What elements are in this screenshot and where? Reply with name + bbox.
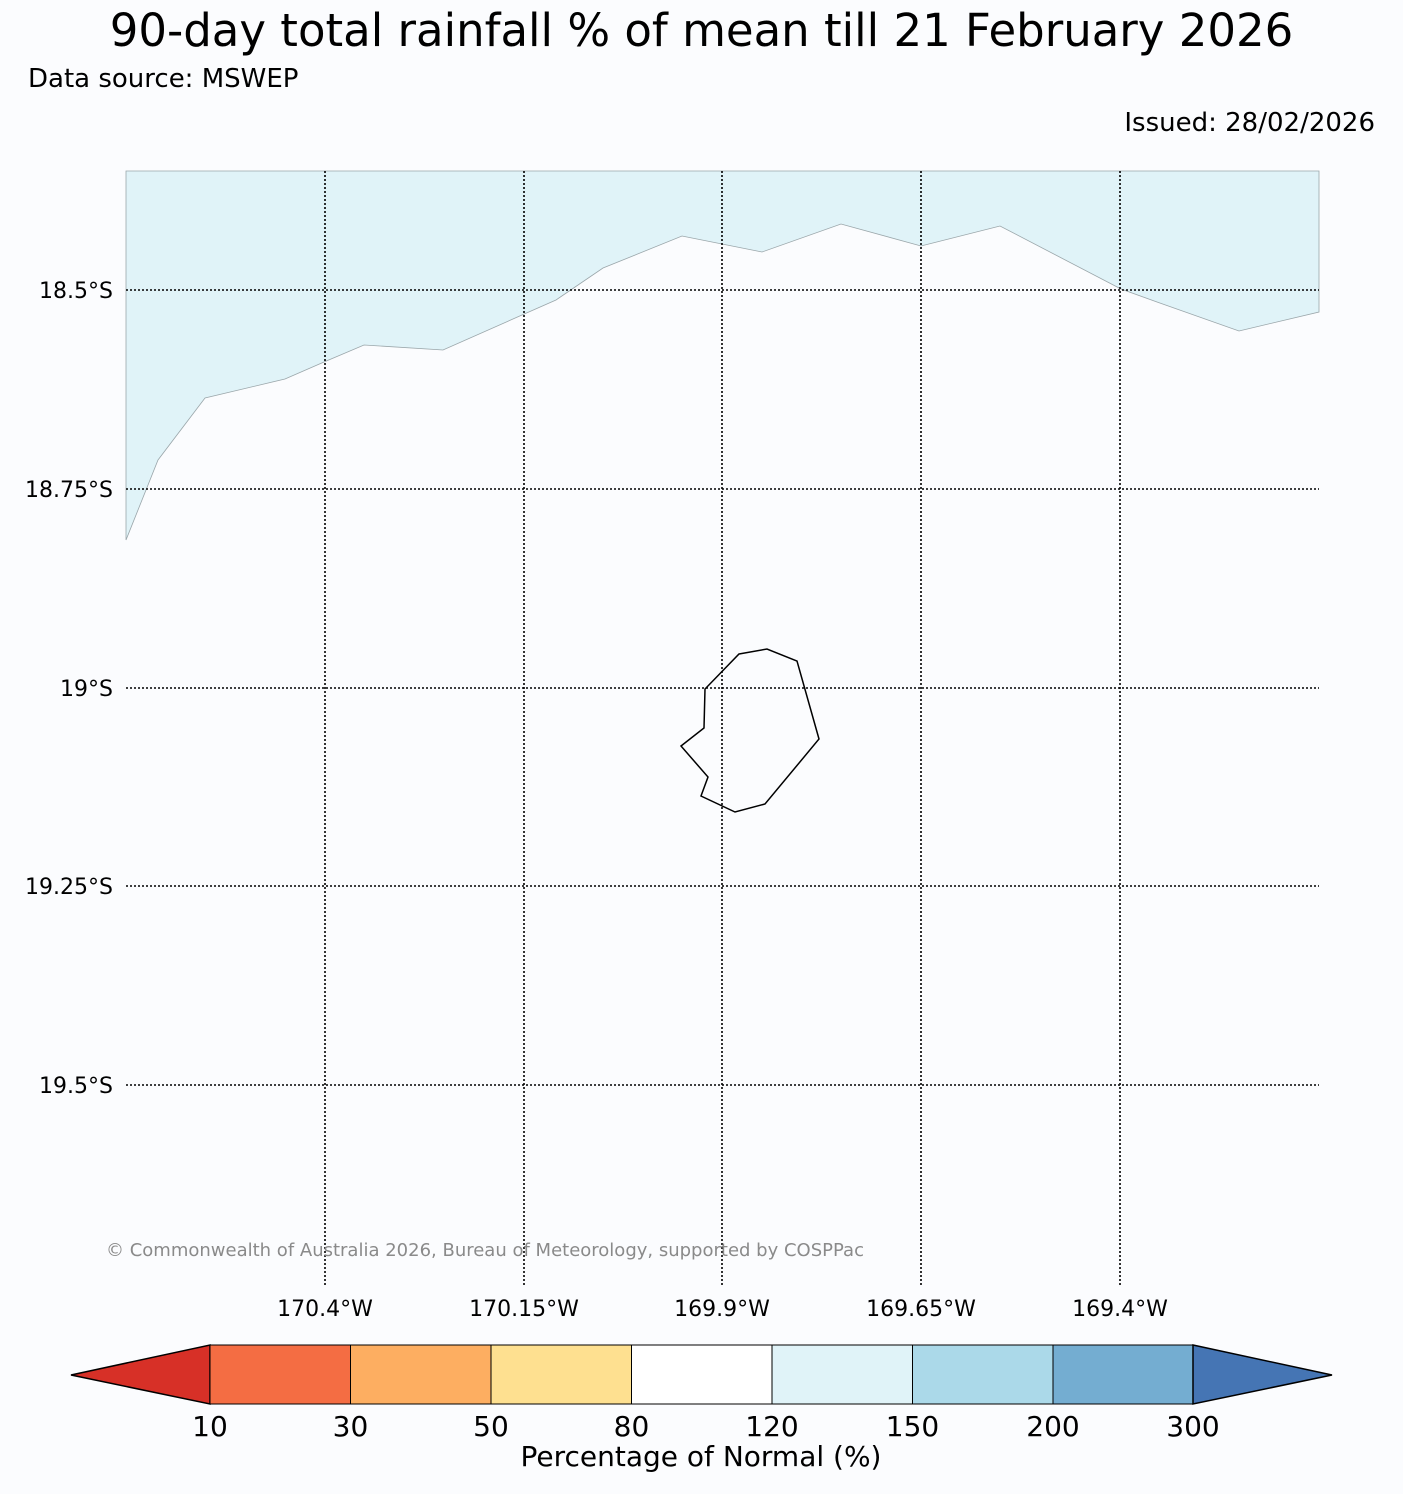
- colorbar-tick-150: 150: [886, 1410, 939, 1443]
- colorbar-tick-120: 120: [745, 1410, 798, 1443]
- colorbar-segment-150-200: [912, 1344, 1054, 1405]
- colorbar-tick-80: 80: [614, 1410, 650, 1443]
- lat-label-19-5: 19.5°S: [39, 1074, 113, 1099]
- colorbar-ticks: 10 30 50 80 120 150 200 300: [192, 1410, 1220, 1443]
- colorbar-tick-10: 10: [192, 1410, 228, 1443]
- lon-label-170-4: 170.4°W: [277, 1297, 373, 1322]
- lat-label-18-5: 18.5°S: [39, 279, 113, 304]
- latitude-labels: 18.5°S 18.75°S 19°S 19.25°S 19.5°S: [25, 279, 113, 1099]
- data-source: Data source: MSWEP: [28, 64, 299, 94]
- issued-date: Issued: 28/02/2026: [1124, 108, 1375, 138]
- colorbar-tick-30: 30: [333, 1410, 369, 1443]
- map-title: 90-day total rainfall % of mean till 21 …: [109, 4, 1294, 57]
- lon-label-169-65: 169.65°W: [866, 1297, 976, 1322]
- colorbar-segment-10-30: [209, 1344, 351, 1405]
- colorbar-max-extension: [1192, 1344, 1333, 1405]
- colorbar-label: Percentage of Normal (%): [521, 1440, 882, 1473]
- colorbar-segment-50-80: [490, 1344, 632, 1405]
- rainfall-shaded-region: [125, 170, 1320, 541]
- colorbar-tick-300: 300: [1166, 1410, 1219, 1443]
- lat-label-19-25: 19.25°S: [25, 875, 113, 900]
- lon-label-169-4: 169.4°W: [1072, 1297, 1168, 1322]
- colorbar-segment-120-150: [771, 1344, 913, 1405]
- colorbar-min-extension: [70, 1344, 211, 1405]
- colorbar-segment-200-300: [1052, 1344, 1194, 1405]
- colorbar: 10 30 50 80 120 150 200 300 Percentage o…: [70, 1344, 1333, 1473]
- longitude-gridlines: [324, 171, 1121, 1285]
- map-plot-area: 18.5°S 18.75°S 19°S 19.25°S 19.5°S 170.4…: [25, 170, 1320, 1322]
- colorbar-tick-200: 200: [1026, 1410, 1079, 1443]
- lat-label-18-75: 18.75°S: [25, 478, 113, 503]
- colorbar-segment-80-120: [631, 1344, 773, 1405]
- longitude-labels: 170.4°W 170.15°W 169.9°W 169.65°W 169.4°…: [277, 1297, 1168, 1322]
- lat-label-19: 19°S: [60, 677, 113, 702]
- copyright-notice: © Commonwealth of Australia 2026, Bureau…: [106, 1240, 864, 1261]
- lon-label-169-9: 169.9°W: [674, 1297, 770, 1322]
- colorbar-tick-50: 50: [473, 1410, 509, 1443]
- lon-label-170-15: 170.15°W: [469, 1297, 579, 1322]
- colorbar-segment-30-50: [350, 1344, 492, 1405]
- island-outline: [679, 648, 820, 813]
